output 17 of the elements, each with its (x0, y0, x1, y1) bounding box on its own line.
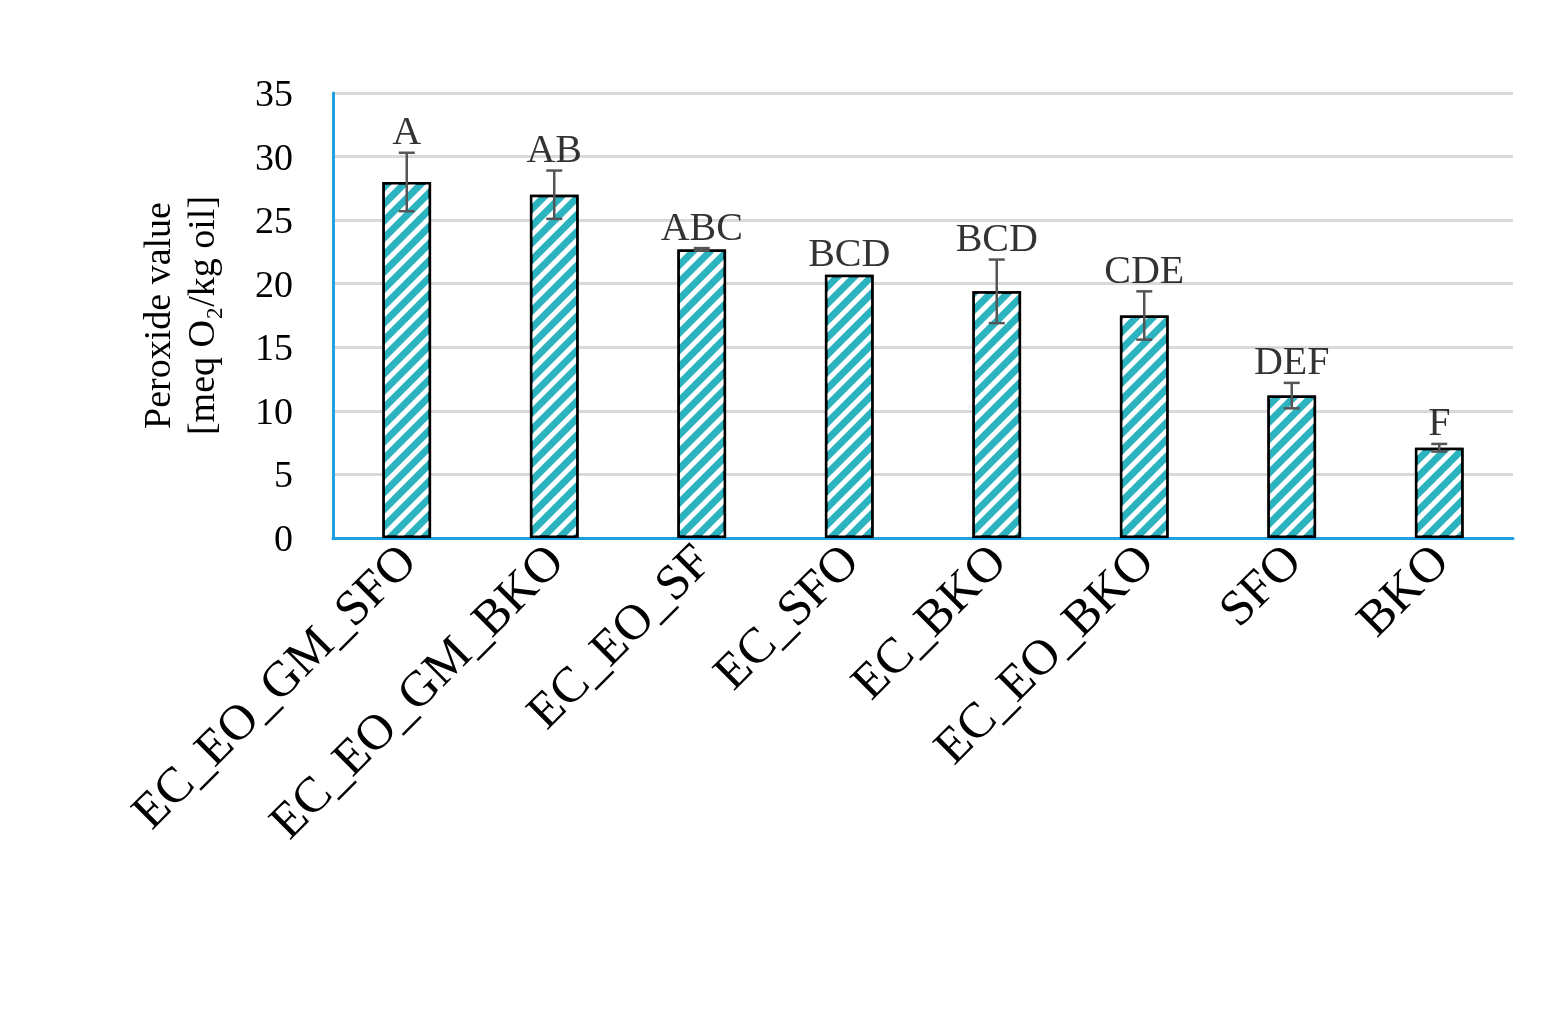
annotation: BCD (808, 230, 891, 276)
annotation: BCD (955, 215, 1038, 261)
annotation: AB (526, 126, 583, 172)
y-tick-label: 5 (274, 453, 293, 496)
y-tick-label: 10 (255, 389, 293, 432)
annotation: DEF (1253, 338, 1330, 384)
annotation: A (392, 108, 422, 154)
annotation: F (1428, 399, 1451, 445)
y-tick-label: 25 (255, 199, 293, 242)
y-tick-label: 35 (255, 72, 293, 114)
y-tick-label: 15 (255, 326, 293, 369)
annotation: CDE (1104, 246, 1185, 292)
y-tick-label: 30 (255, 135, 293, 178)
x-tick-label: SFO (1207, 532, 1312, 637)
annotation: ABC (660, 203, 743, 249)
y-axis-title: Peroxide value [meq O₂/kg oil] (136, 195, 222, 436)
y-tick-label: 20 (255, 262, 293, 305)
